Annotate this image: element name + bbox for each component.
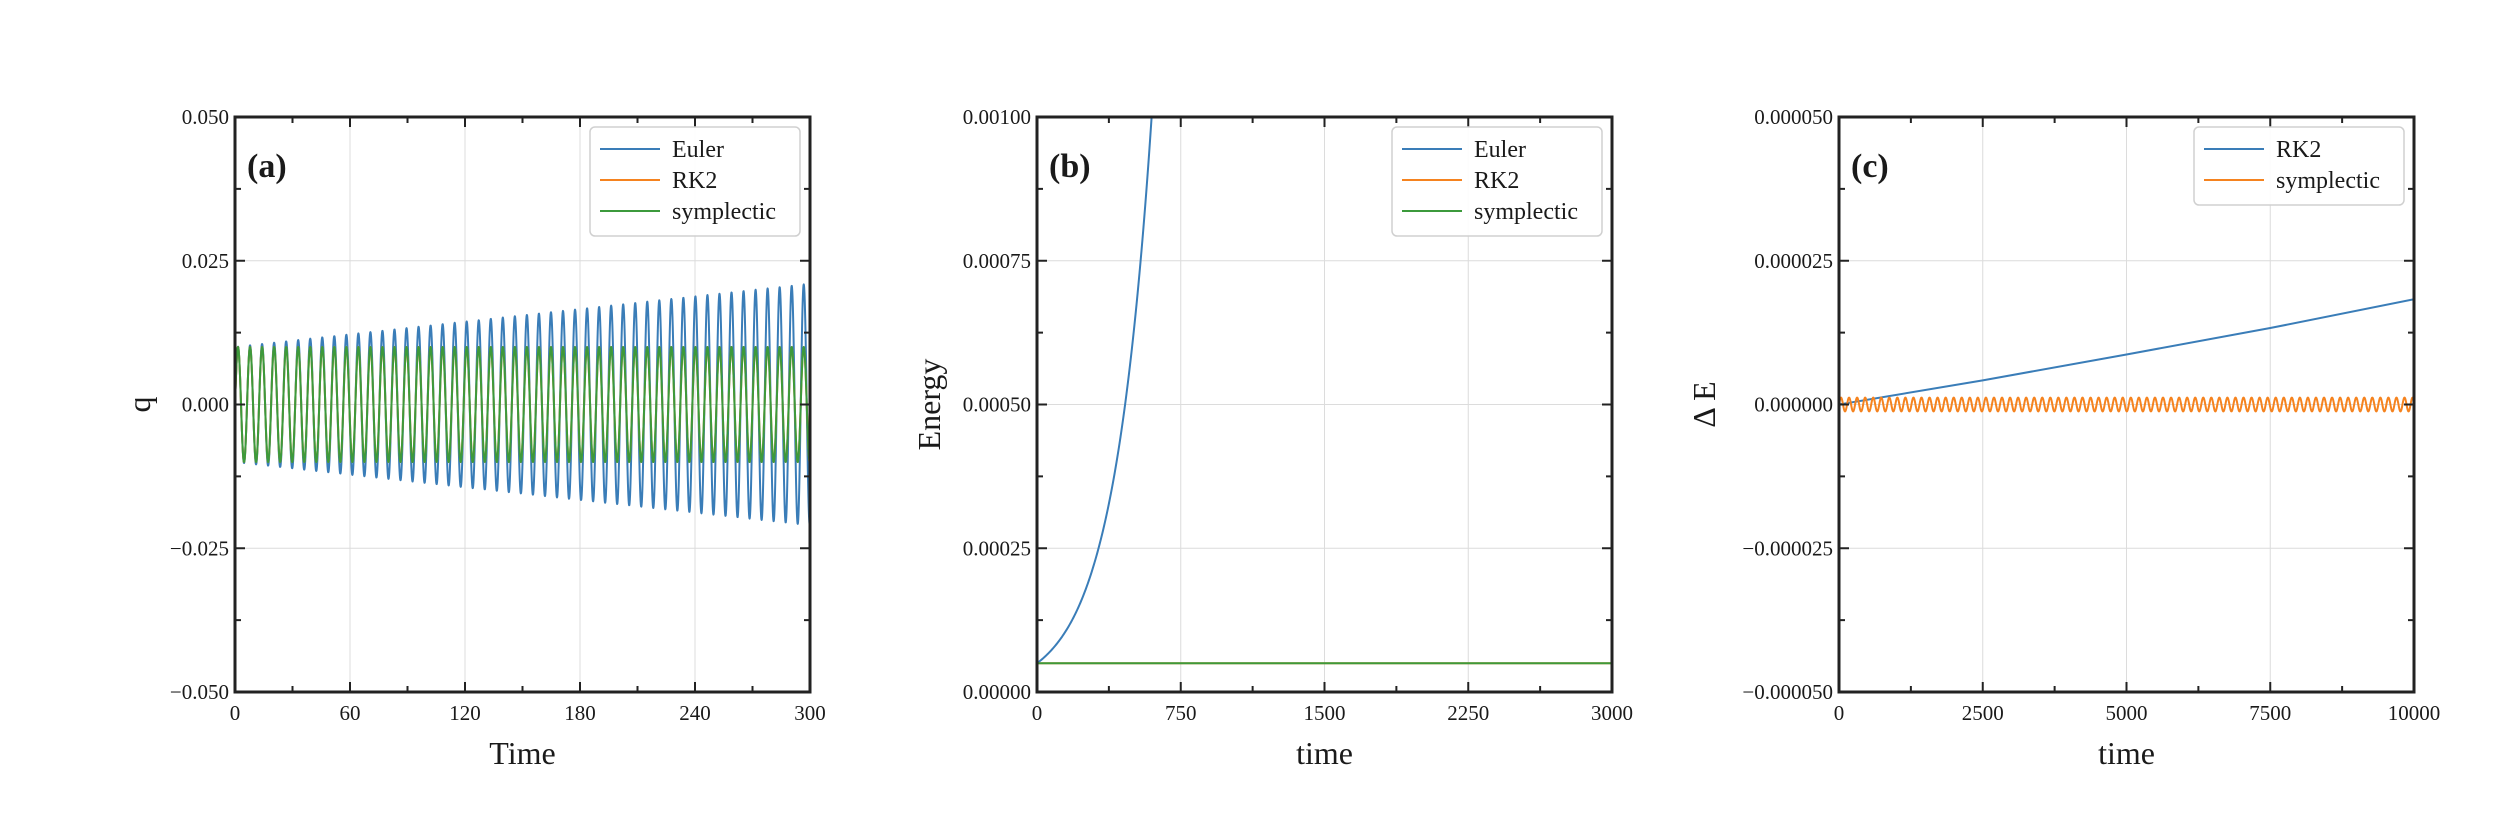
y-axis-label: Energy	[911, 359, 947, 451]
y-axis-label: Δ E	[1686, 381, 1722, 427]
y-tick-label: −0.000025	[1742, 536, 1833, 560]
y-tick-label: −0.025	[170, 536, 229, 560]
x-tick-label: 300	[794, 701, 826, 725]
legend-label: RK2	[2276, 137, 2321, 163]
legend: Euler RK2 symplectic	[1391, 126, 1603, 237]
legend: Euler RK2 symplectic	[589, 126, 801, 237]
y-tick-label: 0.00000	[963, 680, 1031, 704]
x-axis-label: time	[2098, 735, 2155, 771]
chart-panel-3: 0 2500 5000 7500 10000 −0.000050 −0.000025 0.00…	[1686, 105, 2440, 771]
series-line-rk2	[1839, 298, 2414, 406]
legend-label: Euler	[672, 137, 724, 163]
chart-panel-1: 0 60 120 180 240 300 −0.050 −0.025 0.000 0.025 0.0…	[121, 105, 826, 771]
x-tick-label: 5000	[2106, 701, 2148, 725]
y-tick-label: −0.050	[170, 680, 229, 704]
y-tick-label: 0.050	[182, 105, 229, 129]
panel-tag: (b)	[1049, 148, 1091, 185]
x-tick-label: 180	[564, 701, 596, 725]
series-line-symplectic	[235, 346, 810, 463]
y-tick-label: 0.025	[182, 249, 229, 273]
legend-label: Euler	[1474, 137, 1526, 163]
x-tick-label: 7500	[2249, 701, 2291, 725]
legend-box	[2193, 126, 2405, 206]
y-tick-label: 0.00025	[963, 536, 1031, 560]
legend-label: RK2	[1474, 168, 1519, 194]
y-tick-label: 0.00075	[963, 249, 1031, 273]
y-tick-label: −0.000050	[1742, 680, 1833, 704]
ticks	[1036, 116, 1613, 693]
x-tick-label: 0	[1834, 701, 1845, 725]
legend-label: symplectic	[672, 199, 776, 225]
ticks	[234, 116, 811, 693]
series-group	[1037, 117, 1612, 665]
panel-tag: (a)	[247, 148, 287, 185]
x-tick-label: 3000	[1591, 701, 1633, 725]
y-axis-label: q	[121, 397, 157, 413]
legend-label: symplectic	[1474, 199, 1578, 225]
panel-tag: (c)	[1851, 148, 1889, 185]
x-tick-label: 2500	[1962, 701, 2004, 725]
legend-box	[1391, 126, 1603, 237]
x-tick-label: 2250	[1447, 701, 1489, 725]
legend-label: RK2	[672, 168, 717, 194]
x-tick-label: 240	[679, 701, 711, 725]
x-tick-label: 0	[1032, 701, 1043, 725]
x-axis-label: Time	[489, 735, 555, 771]
series-line-symplectic	[1839, 396, 2414, 413]
y-tick-label: 0.000050	[1754, 105, 1833, 129]
x-tick-label: 60	[340, 701, 361, 725]
x-tick-label: 750	[1165, 701, 1197, 725]
x-tick-label: 1500	[1304, 701, 1346, 725]
series-group	[235, 283, 810, 527]
x-tick-label: 120	[449, 701, 481, 725]
y-tick-label: 0.000	[182, 393, 229, 417]
x-axis-label: time	[1296, 735, 1353, 771]
x-tick-label: 10000	[2388, 701, 2441, 725]
y-tick-label: 0.00100	[963, 105, 1031, 129]
legend: RK2 symplectic	[2193, 126, 2405, 206]
legend-label: symplectic	[2276, 168, 2380, 194]
series-line-euler	[1037, 117, 1153, 665]
y-tick-label: 0.00050	[963, 393, 1031, 417]
ticks	[1838, 116, 2415, 693]
y-tick-label: 0.000000	[1754, 393, 1833, 417]
legend-box	[589, 126, 801, 237]
series-group	[1839, 298, 2414, 413]
y-tick-label: 0.000025	[1754, 249, 1833, 273]
chart-panel-2: 0 750 1500 2250 3000 0.00000 0.00025 0.00050 0.0…	[911, 105, 1633, 771]
x-tick-label: 0	[230, 701, 241, 725]
